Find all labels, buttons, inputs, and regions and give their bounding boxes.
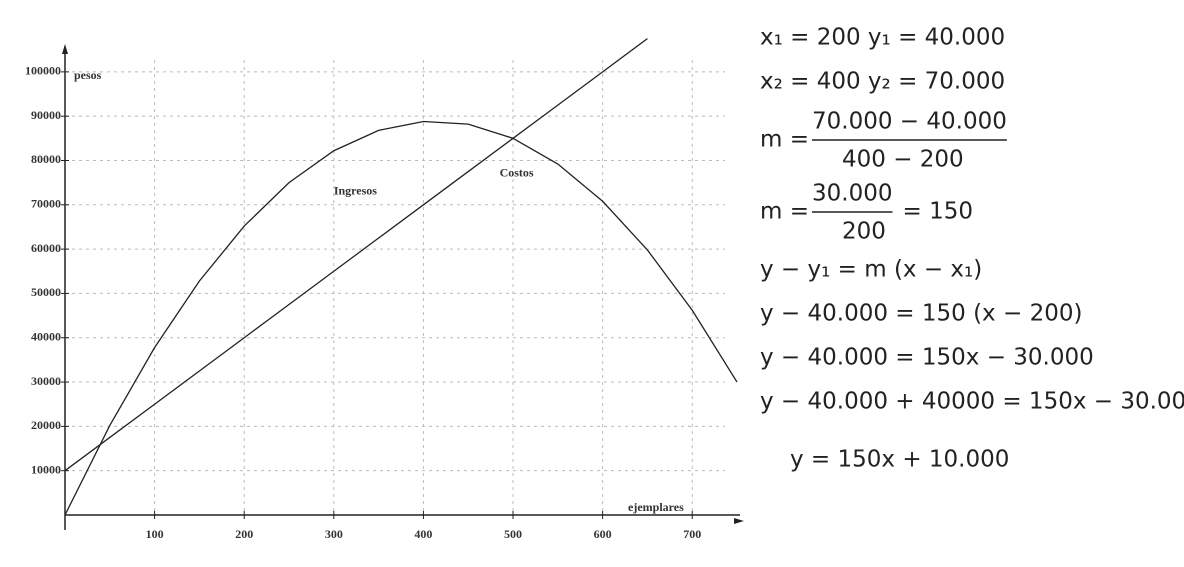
y-tick-label: 90000	[31, 108, 61, 122]
series-label: Ingresos	[334, 183, 377, 197]
note-line: y − 40.000 = 150 (x − 200)	[760, 301, 1082, 327]
note-numerator: 30.000	[812, 181, 892, 207]
x-tick-label: 600	[594, 527, 612, 541]
series-label: Costos	[500, 166, 534, 180]
y-tick-label: 100000	[25, 64, 61, 78]
note-line: y = 150x + 10.000	[790, 447, 1009, 473]
note-numerator: 70.000 − 40.000	[812, 109, 1007, 135]
x-tick-label: 100	[146, 527, 164, 541]
x-axis-arrow	[734, 518, 744, 524]
y-tick-label: 50000	[31, 285, 61, 299]
x-tick-label: 200	[235, 527, 253, 541]
y-tick-label: 40000	[31, 329, 61, 343]
y-tick-label: 70000	[31, 197, 61, 211]
y-axis-label: pesos	[74, 68, 102, 82]
series-line	[64, 120, 738, 516]
note-line: y − 40.000 = 150x − 30.000	[760, 345, 1094, 371]
y-tick-label: 20000	[31, 418, 61, 432]
note-line: y − y₁ = m (x − x₁)	[760, 257, 982, 283]
note-lhs: m =	[760, 199, 809, 225]
note-line: x₂ = 400 y₂ = 70.000	[760, 69, 1005, 95]
y-tick-label: 80000	[31, 152, 61, 166]
note-line: y − 40.000 + 40000 = 150x − 30.000 + 40.…	[760, 389, 1184, 415]
y-axis-arrow	[62, 44, 68, 54]
note-rhs: = 150	[902, 199, 972, 225]
note-line: x₁ = 200 y₁ = 40.000	[760, 25, 1005, 51]
y-tick-label: 30000	[31, 374, 61, 388]
series-line	[64, 38, 648, 472]
x-tick-label: 700	[683, 527, 701, 541]
x-tick-label: 500	[504, 527, 522, 541]
note-denominator: 200	[842, 219, 886, 245]
note-lhs: m =	[760, 127, 809, 153]
y-tick-label: 10000	[31, 462, 61, 476]
x-tick-label: 400	[414, 527, 432, 541]
y-tick-label: 60000	[31, 241, 61, 255]
x-axis-label: ejemplares	[628, 500, 684, 514]
note-denominator: 400 − 200	[842, 147, 964, 173]
x-tick-label: 300	[325, 527, 343, 541]
